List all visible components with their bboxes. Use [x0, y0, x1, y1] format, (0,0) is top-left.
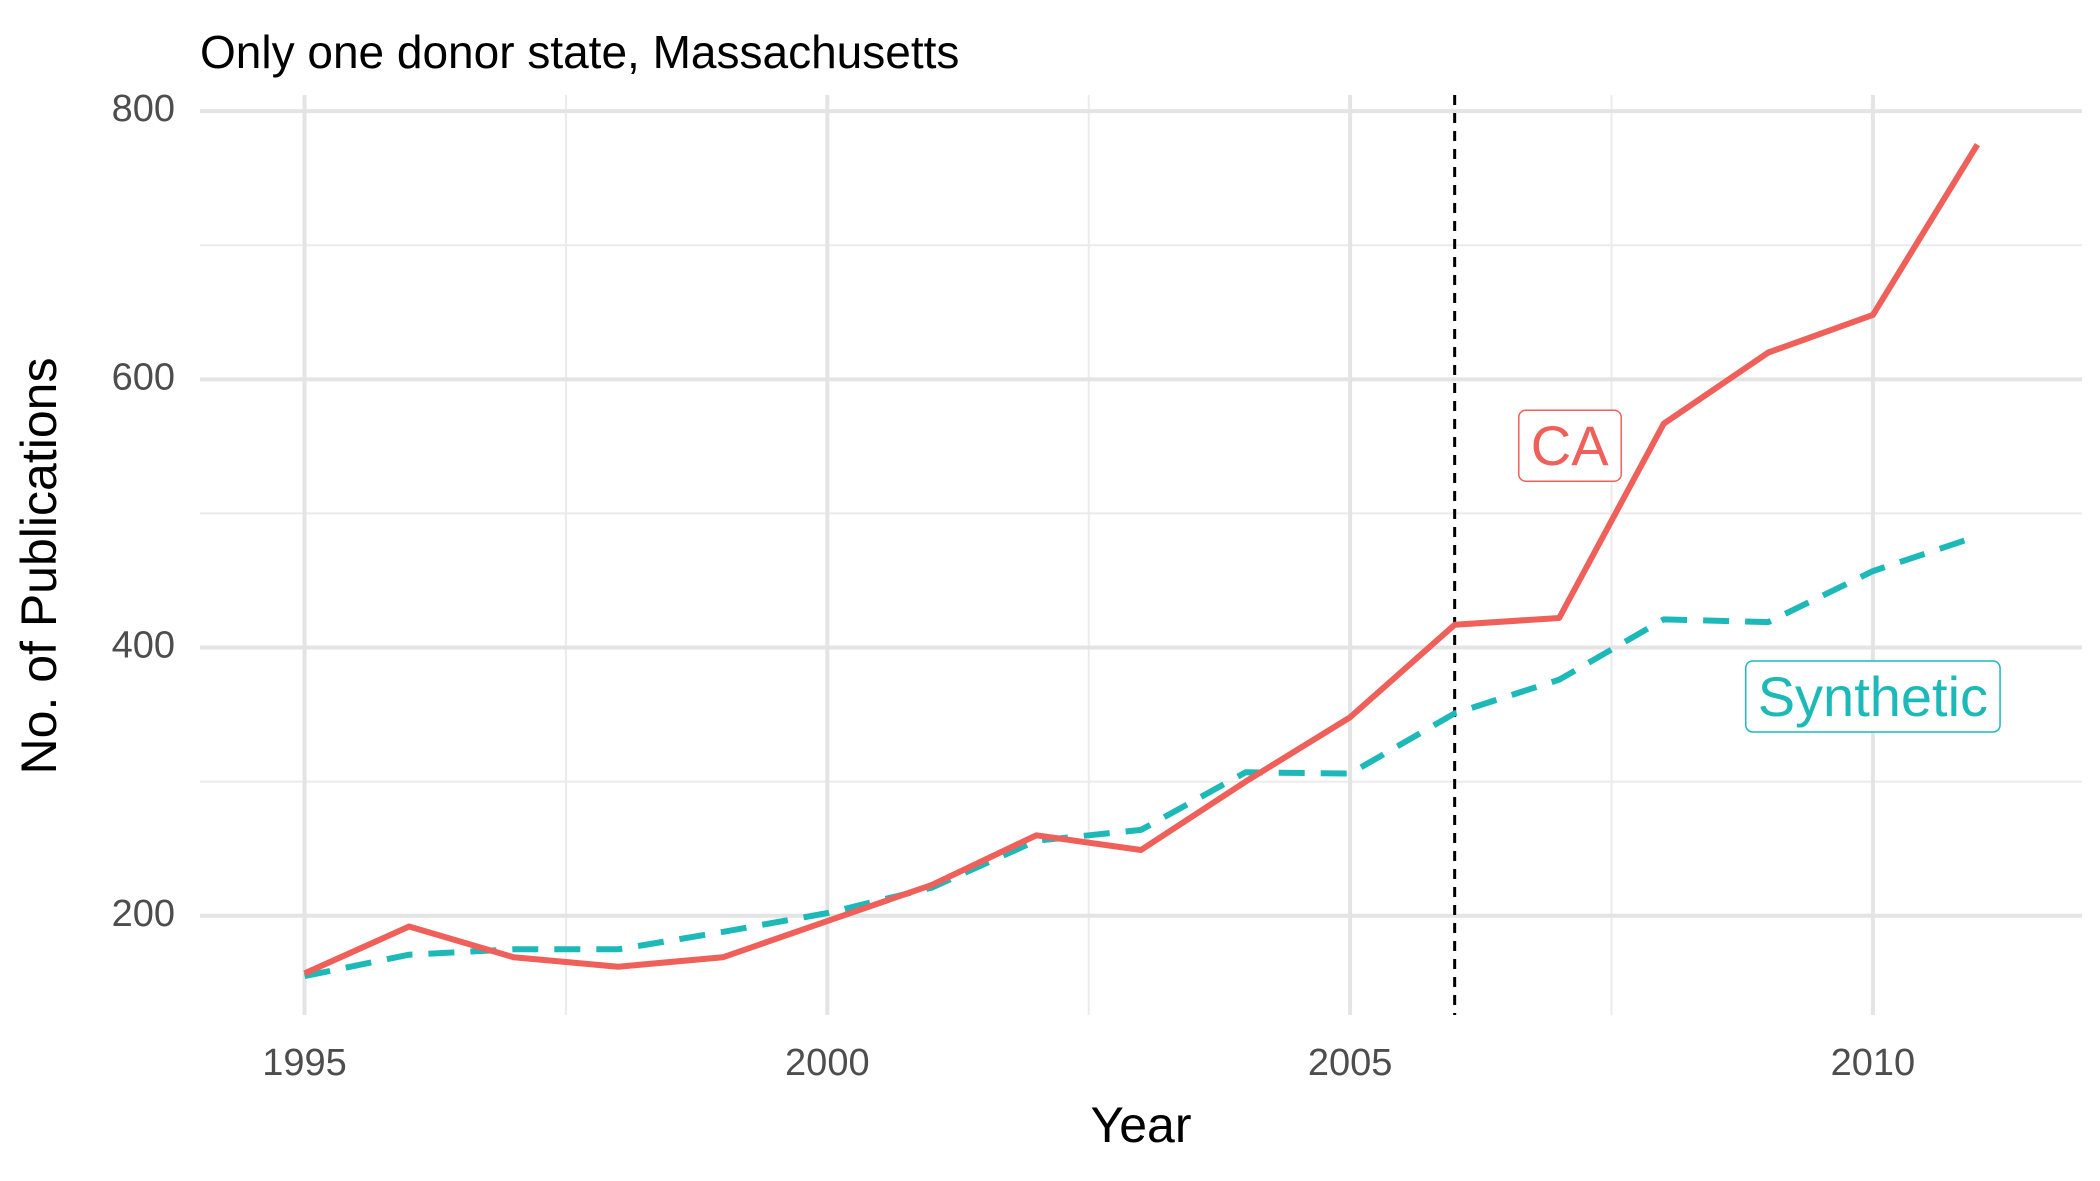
- series-label-text: CA: [1531, 414, 1609, 477]
- y-tick-label: 600: [112, 356, 175, 398]
- x-tick-label: 2005: [1308, 1042, 1393, 1084]
- series-group: [303, 143, 1980, 980]
- series-label-box: [1518, 409, 1622, 482]
- x-axis-title: Year: [1090, 1097, 1191, 1153]
- series-label-text: Synthetic: [1758, 665, 1988, 728]
- x-tick-label: 2000: [785, 1042, 870, 1084]
- series-label-box: [1744, 660, 2001, 733]
- chart-title: Only one donor state, Massachusetts: [200, 26, 959, 78]
- y-tick-label: 200: [112, 893, 175, 935]
- tick-labels: 1995 2000 2005 2010 200 400 600 800: [112, 88, 1916, 1084]
- series-label-ca: CA: [1518, 409, 1622, 482]
- x-tick-label: 2010: [1831, 1042, 1916, 1084]
- y-tick-label: 800: [112, 88, 175, 130]
- y-tick-label: 400: [112, 625, 175, 667]
- series-labels: CA Synthetic: [1518, 409, 2001, 733]
- series-label-synthetic: Synthetic: [1744, 660, 2001, 733]
- series-line-synthetic: [303, 533, 1979, 980]
- grid: [200, 95, 2082, 1015]
- y-axis-title: No. of Publications: [11, 358, 67, 775]
- series-line-ca: [303, 143, 1980, 977]
- x-tick-label: 1995: [262, 1042, 347, 1084]
